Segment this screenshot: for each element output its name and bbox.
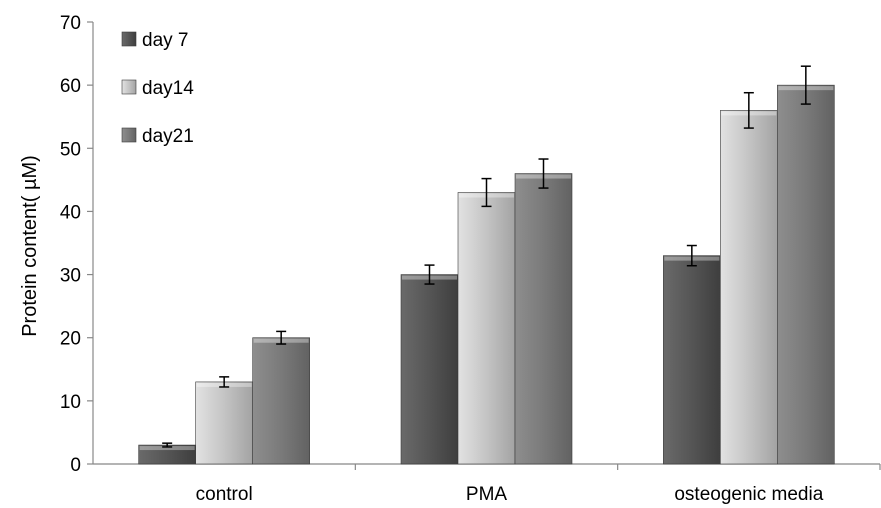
y-axis-title: Protein content( µM) [19,155,41,337]
legend: day 7 day14 day21 [121,30,194,147]
y-tick-label: 50 [60,139,81,160]
bars [138,65,835,465]
bar [400,274,459,465]
bar [195,381,253,465]
legend-swatch [121,79,137,95]
y-tick-label: 0 [70,455,81,476]
legend-label: day14 [142,78,194,99]
y-tick-label: 60 [60,76,81,97]
legend-label: day 7 [142,30,188,51]
bar [252,337,310,465]
bar [663,255,721,465]
legend-swatch [121,127,137,143]
category-label: PMA [466,484,508,505]
y-tick-label: 30 [60,266,81,287]
category-label: control [196,484,253,505]
y-tick-label: 20 [60,329,81,350]
y-tick-label: 40 [60,202,81,223]
y-tick-label: 70 [60,13,81,34]
y-tick-label: 10 [60,392,81,413]
bar-highlight [139,446,195,451]
bar [777,84,835,465]
bar [720,110,778,465]
legend-swatch [121,31,137,47]
legend-label: day21 [142,126,194,147]
category-label: osteogenic media [674,484,823,505]
axes: 0 10 20 30 40 50 60 70 control PMA osteogenic medi… [60,13,881,505]
bar [457,192,516,465]
bar [514,173,573,465]
